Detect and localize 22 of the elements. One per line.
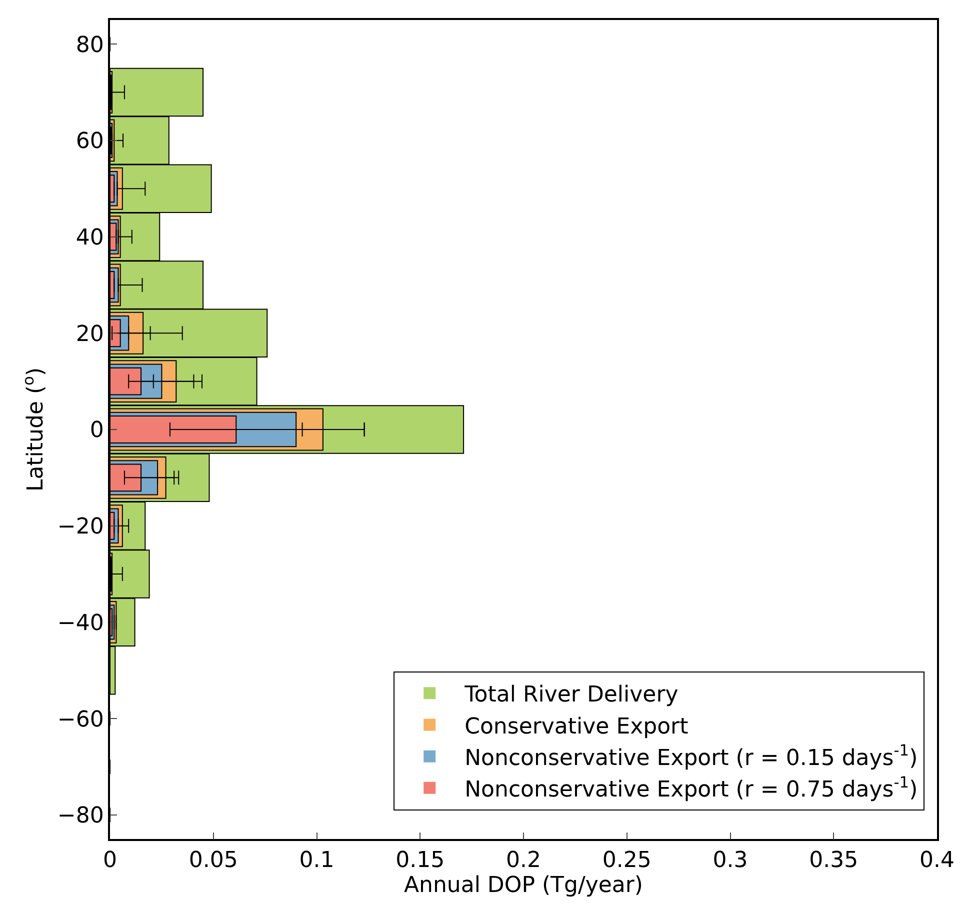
x-tick-label: 0.4 — [920, 848, 954, 874]
x-tick-label: 0.1 — [299, 848, 334, 874]
legend-label: Nonconservative Export (r = 0.15 days$^{-1}$) — [464, 742, 918, 771]
x-tick-label: 0.05 — [188, 848, 238, 874]
y-tick-label: −60 — [57, 707, 104, 732]
x-tick-label: 0.3 — [712, 848, 748, 874]
legend-label: Conservative Export — [464, 714, 689, 740]
y-tick-label: −40 — [57, 610, 104, 636]
legend-label: Total River Delivery — [464, 682, 678, 708]
x-tick-label: 0.15 — [396, 848, 445, 874]
y-tick-label: 20 — [76, 322, 104, 347]
x-tick-label: 0.2 — [506, 848, 541, 874]
x-tick-label: 0.25 — [602, 848, 652, 874]
x-axis-title: Annual DOP (Tg/year) — [404, 873, 644, 898]
y-tick-label: 60 — [76, 129, 104, 154]
y-tick-label: 40 — [76, 225, 104, 250]
legend-label: Nonconservative Export (r = 0.75 days$^{-1}$) — [464, 773, 918, 803]
y-tick-label: 0 — [90, 418, 104, 444]
x-tick-label: 0.35 — [809, 848, 858, 874]
y-tick-label: 80 — [76, 32, 104, 58]
y-tick-label: −80 — [57, 804, 104, 829]
y-tick-label: −20 — [57, 514, 104, 540]
